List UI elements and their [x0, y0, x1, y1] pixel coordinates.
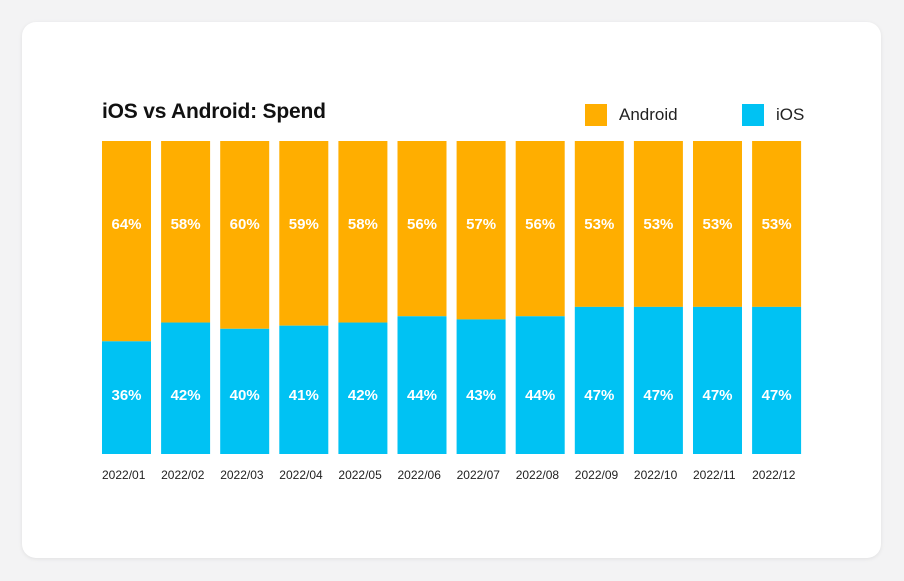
label-ios-9: 47%: [584, 387, 614, 404]
bar-android-1: [102, 141, 151, 342]
label-ios-8: 44%: [525, 387, 555, 404]
bar-android-3: [220, 141, 270, 329]
legend-label-ios: iOS: [776, 105, 805, 124]
x-tick-label-7: 2022/07: [457, 468, 501, 482]
label-ios-6: 44%: [407, 387, 437, 404]
bar-ios-2: [161, 322, 211, 454]
x-tick-label-11: 2022/11: [693, 468, 736, 482]
x-tick-label-5: 2022/05: [338, 468, 382, 482]
label-android-6: 56%: [407, 216, 437, 233]
bar-android-10: [633, 141, 683, 307]
label-ios-12: 47%: [762, 387, 792, 404]
label-android-11: 53%: [702, 216, 732, 233]
label-android-10: 53%: [643, 216, 673, 233]
bar-android-6: [397, 141, 447, 317]
x-tick-label-3: 2022/03: [220, 468, 264, 482]
x-tick-label-12: 2022/12: [752, 468, 796, 482]
bar-android-8: [515, 141, 565, 317]
bar-ios-5: [338, 322, 388, 454]
label-ios-2: 42%: [171, 387, 201, 404]
label-ios-7: 43%: [466, 387, 496, 404]
bar-android-2: [161, 141, 211, 323]
x-tick-label-10: 2022/10: [634, 468, 678, 482]
bar-ios-6: [397, 316, 447, 454]
bar-android-11: [693, 141, 742, 307]
label-ios-11: 47%: [702, 387, 732, 404]
bar-ios-10: [633, 306, 683, 454]
legend-swatch-ios: [742, 104, 764, 126]
label-android-4: 59%: [289, 216, 319, 233]
label-android-9: 53%: [584, 216, 614, 233]
bar-ios-8: [515, 316, 565, 454]
bar-ios-11: [693, 306, 742, 454]
label-ios-1: 36%: [111, 387, 141, 404]
x-tick-label-9: 2022/09: [575, 468, 619, 482]
bar-ios-1: [102, 341, 151, 454]
label-android-2: 58%: [171, 216, 201, 233]
bar-ios-4: [279, 325, 329, 454]
label-ios-5: 42%: [348, 387, 378, 404]
label-android-12: 53%: [762, 216, 792, 233]
bar-ios-7: [456, 319, 506, 454]
bar-ios-9: [574, 306, 624, 454]
label-ios-3: 40%: [230, 387, 260, 404]
label-android-8: 56%: [525, 216, 555, 233]
chart-title: iOS vs Android: Spend: [102, 100, 326, 123]
legend-swatch-android: [585, 104, 607, 126]
bar-ios-12: [752, 306, 802, 454]
bar-android-9: [574, 141, 624, 307]
label-android-1: 64%: [111, 216, 141, 233]
x-tick-label-4: 2022/04: [279, 468, 323, 482]
bar-android-7: [456, 141, 506, 320]
label-ios-10: 47%: [643, 387, 673, 404]
x-tick-label-1: 2022/01: [102, 468, 146, 482]
x-tick-label-8: 2022/08: [516, 468, 560, 482]
bar-android-4: [279, 141, 329, 326]
x-tick-label-2: 2022/02: [161, 468, 205, 482]
label-android-3: 60%: [230, 216, 260, 233]
bar-ios-3: [220, 328, 270, 454]
label-android-5: 58%: [348, 216, 378, 233]
label-ios-4: 41%: [289, 387, 319, 404]
legend-item-ios: iOS: [742, 104, 804, 126]
bar-android-5: [338, 141, 388, 323]
legend-label-android: Android: [619, 105, 678, 124]
legend-item-android: Android: [585, 104, 678, 126]
bar-android-12: [752, 141, 802, 307]
label-android-7: 57%: [466, 216, 496, 233]
x-tick-label-6: 2022/06: [398, 468, 442, 482]
